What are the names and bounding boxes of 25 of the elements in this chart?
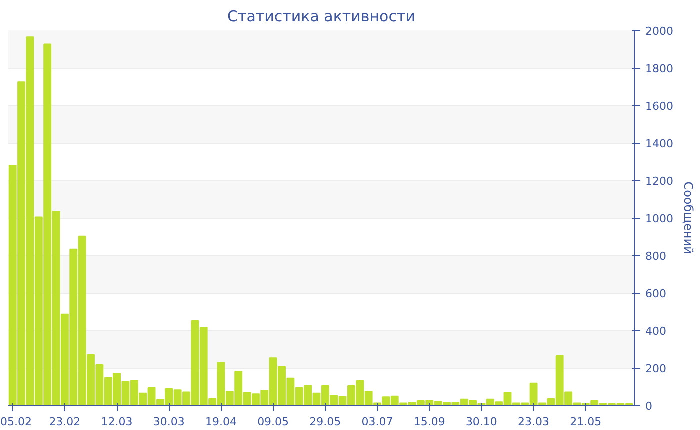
x-tick-label: 15.09 [414,416,446,428]
x-tick-label: 29.05 [310,416,342,428]
y-tick-label: 1800 [646,62,674,76]
y-tick-label: 1600 [646,100,674,113]
y-tick-label: 800 [646,250,666,263]
x-tick-label: 03.07 [362,416,394,428]
y-tick-label: 0 [646,400,652,413]
x-tick-label: 23.03 [518,416,550,428]
x-tick-label: 30.10 [466,416,498,428]
y-tick-label: 2000 [646,25,674,38]
x-tick-label: 19.04 [205,416,237,428]
x-tick-label: 12.03 [101,416,133,428]
y-tick-label: 1400 [646,138,674,150]
y-tick-label: 200 [646,362,666,376]
y-tick-label: 400 [646,325,666,338]
y-tick-label: 600 [646,288,666,300]
chart-title: Статистика активности [228,8,416,26]
x-tick-label: 30.03 [153,416,185,428]
y-axis-title: Сообщений [681,182,696,254]
y-tick-label: 1000 [646,212,674,226]
y-tick-label: 1200 [646,175,674,188]
x-tick-label: 09.05 [258,416,290,428]
x-tick-label: 21.05 [570,416,602,428]
x-tick-label: 05.02 [0,416,32,428]
x-tick-label: 23.02 [49,416,81,428]
